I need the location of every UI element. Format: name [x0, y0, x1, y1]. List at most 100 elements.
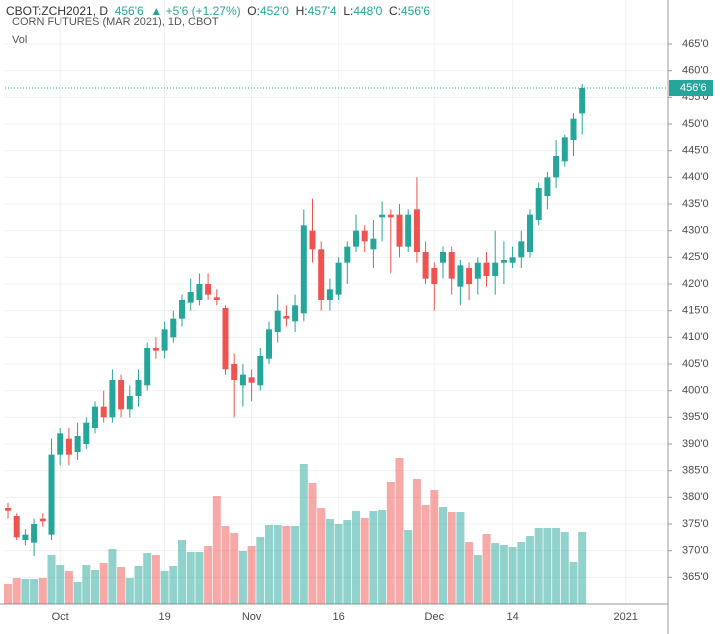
volume-bar	[204, 546, 213, 604]
volume-bar	[308, 483, 317, 604]
candle-body	[13, 516, 20, 538]
x-tick-label: 19	[158, 611, 170, 623]
volume-bar	[325, 519, 334, 604]
x-tick-label: 16	[332, 611, 344, 623]
y-tick-label: 390'0	[682, 438, 709, 450]
candle-body	[248, 377, 255, 383]
volume-bar	[499, 545, 508, 604]
candle-body	[179, 300, 185, 319]
volume-bar	[143, 553, 152, 604]
candle-body	[74, 436, 81, 452]
field-label: O:	[247, 4, 260, 18]
volume-bar	[21, 579, 30, 604]
volume-bar	[186, 552, 195, 604]
volume-bar	[195, 552, 204, 604]
last-price: 456'6	[115, 4, 144, 18]
candle-body	[274, 310, 281, 332]
volume-bar	[508, 547, 517, 604]
candle-body	[5, 508, 11, 511]
candle-body	[231, 364, 238, 380]
candle-body	[309, 230, 316, 250]
candle-body	[448, 252, 455, 279]
space	[108, 4, 115, 18]
volume-bar	[4, 584, 12, 604]
volume-bar	[73, 582, 82, 604]
field-value: 456'6	[401, 4, 430, 18]
volume-bar	[412, 479, 421, 604]
y-tick-label: 410'0	[682, 331, 709, 343]
volume-bar	[534, 528, 543, 604]
candle-body	[239, 374, 246, 386]
volume-bar	[117, 567, 126, 604]
candle-body	[353, 230, 359, 247]
candle-body	[92, 406, 98, 428]
volume-bar	[552, 528, 561, 604]
candle-body	[474, 262, 481, 279]
candle-body	[213, 297, 220, 300]
candle-body	[387, 214, 394, 218]
volume-bar	[99, 563, 108, 604]
candle-body	[22, 534, 29, 540]
volume-bar	[299, 464, 308, 604]
volume-bar	[169, 566, 178, 604]
space	[144, 4, 151, 18]
volume-bar	[256, 537, 265, 604]
candle-body	[187, 292, 194, 303]
y-tick-label: 370'0	[682, 545, 709, 557]
candle-body	[144, 348, 151, 386]
x-tick-label: 2021	[613, 611, 637, 623]
y-tick-label: 425'0	[682, 251, 709, 263]
candle-body	[222, 308, 229, 370]
header: CBOT:ZCH2021, D 456'6 ▲ +5'6 (+1.27%) O:…	[6, 4, 430, 18]
candle-body	[431, 268, 438, 284]
y-tick-label: 465'0	[682, 38, 709, 50]
y-tick-label: 445'0	[682, 145, 709, 157]
candle-body	[553, 156, 560, 178]
candle-body	[483, 262, 490, 276]
candle-body	[161, 329, 168, 351]
candle-body	[205, 284, 212, 295]
candle-body	[370, 238, 377, 250]
candle-body	[466, 268, 473, 284]
candle-body	[100, 406, 107, 418]
candle-body	[283, 316, 290, 319]
y-tick-label: 380'0	[682, 491, 709, 503]
candle-body	[300, 225, 307, 314]
y-tick-label: 400'0	[682, 385, 709, 397]
volume-bar	[238, 551, 247, 604]
candle-body	[509, 257, 516, 263]
candle-body	[170, 318, 177, 338]
field-label: L:	[343, 4, 353, 18]
volume-bar	[526, 536, 534, 604]
volume-bar	[569, 562, 578, 604]
y-tick-label: 460'0	[682, 65, 709, 77]
y-tick-label: 430'0	[682, 225, 709, 237]
volume-bar	[378, 510, 387, 604]
symbol: CBOT:ZCH2021, D	[6, 4, 108, 18]
candle-body	[266, 329, 272, 359]
x-tick-label: Oct	[52, 611, 69, 623]
space	[382, 4, 389, 18]
candle-body	[518, 241, 525, 258]
volume-bar	[47, 555, 56, 604]
volume-bar	[560, 532, 569, 604]
x-tick-label: Dec	[425, 611, 445, 623]
space	[241, 4, 248, 18]
candle-body	[326, 289, 333, 300]
candle-body	[527, 214, 533, 252]
volume-bar	[160, 571, 169, 604]
candle-body	[570, 118, 577, 140]
candle-body	[344, 246, 351, 263]
volume-label: Vol	[12, 34, 27, 46]
candle-body	[492, 262, 499, 276]
volume-bar	[404, 530, 413, 604]
volume-bar	[465, 542, 474, 604]
field-value: 448'0	[353, 4, 382, 18]
volume-bar	[291, 526, 300, 604]
candle-body	[500, 260, 507, 263]
candle-body	[318, 249, 325, 300]
candle-body	[257, 356, 264, 386]
volume-bar	[273, 525, 282, 604]
space	[289, 4, 296, 18]
